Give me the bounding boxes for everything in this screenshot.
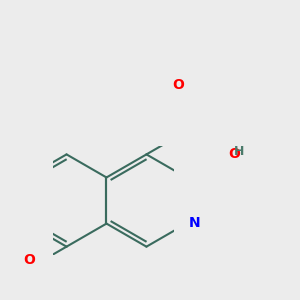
Text: N: N: [189, 216, 201, 230]
Text: O: O: [23, 254, 35, 267]
Text: O: O: [228, 147, 240, 161]
Text: H: H: [234, 146, 244, 158]
Text: O: O: [172, 78, 184, 92]
